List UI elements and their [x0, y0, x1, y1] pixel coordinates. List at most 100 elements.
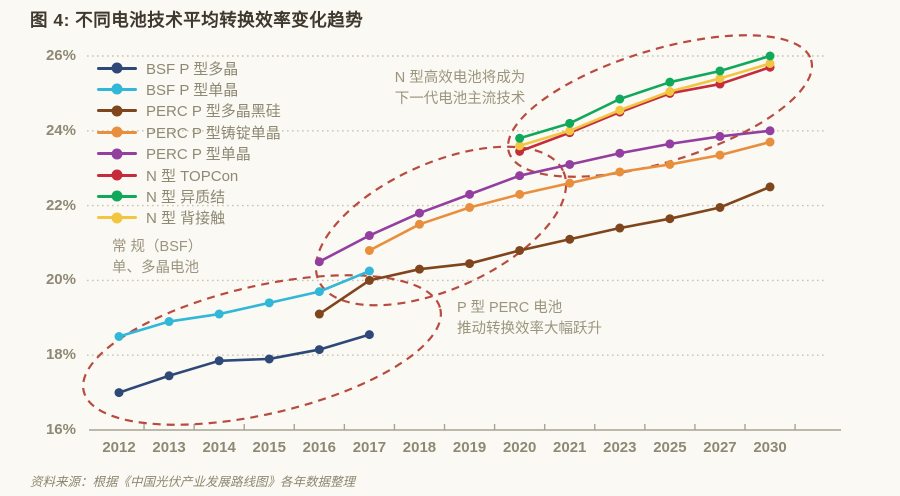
perc-note: P 型 PERC 电池推动转换效率大幅跃升 [457, 298, 602, 340]
series-line [518, 65, 772, 153]
legend-line-marker [97, 105, 137, 117]
highlight-ellipse-bsf [82, 274, 442, 426]
x-axis-year-label: 2018 [402, 439, 437, 456]
series-point [715, 202, 725, 212]
legend-item: N 型 背接触 [97, 208, 225, 228]
x-axis-year-label: 2013 [152, 439, 186, 456]
x-axis-year-label: 2020 [502, 439, 537, 456]
series-point [565, 126, 575, 136]
y-axis-tick-label: 16% [45, 421, 76, 438]
series-point [465, 202, 475, 212]
series-point [314, 287, 324, 297]
n-type-note-line: N 型高效电池将成为 [394, 70, 526, 86]
series-point [565, 159, 575, 169]
series-point [615, 105, 625, 115]
legend-dot-marker [111, 148, 123, 160]
series-line [117, 333, 371, 394]
series-point [765, 51, 775, 61]
series-point [164, 371, 174, 381]
series-point [364, 245, 374, 255]
y-axis-tick-label: 20% [45, 271, 76, 289]
series-point [765, 137, 775, 147]
series-point [164, 317, 174, 327]
legend-line-marker [97, 148, 137, 160]
legend-item: BSF P 型多晶 [97, 58, 238, 78]
series-point [414, 219, 424, 229]
x-axis-year-label: 2015 [252, 439, 286, 456]
series-point [465, 189, 475, 199]
legend-line-marker [97, 126, 137, 138]
series-point [414, 264, 424, 274]
x-axis-year-label: 2021 [553, 439, 587, 456]
y-axis-tick-label: 26% [45, 47, 76, 64]
series-point [214, 309, 224, 319]
series-point [715, 150, 725, 160]
series-point [364, 266, 374, 276]
legend-item: BSF P 型单晶 [97, 79, 238, 99]
legend-dot-marker [111, 169, 123, 181]
series-point [565, 118, 575, 128]
series-point [715, 73, 725, 83]
legend-item: N 型 异质结 [97, 186, 225, 206]
series-line [117, 269, 371, 338]
series-point [665, 77, 675, 87]
y-axis-tick-label: 24% [45, 121, 76, 139]
x-axis-year-label: 2025 [653, 439, 687, 456]
legend-label: PERC P 型多晶黑硅 [146, 103, 281, 121]
legend-label: PERC P 型单晶 [146, 146, 251, 164]
series-point [314, 309, 324, 319]
legend-label: N 型 TOPCon [146, 167, 239, 185]
legend-item: PERC P 型单晶 [97, 144, 251, 164]
legend-item: PERC P 型多晶黑硅 [97, 101, 281, 121]
legend-item: PERC P 型铸锭单晶 [97, 122, 281, 142]
bsf-note-line: 常 规（BSF） [112, 239, 203, 255]
series-point [264, 298, 274, 308]
figure-title: 图 4: 不同电池技术平均转换效率变化趋势 [30, 10, 364, 30]
x-axis-year-label: 2012 [102, 439, 136, 456]
series-point [765, 58, 775, 68]
n-type-note: N 型高效电池将成为 下一代电池主流技术 [395, 68, 526, 110]
series-point [665, 139, 675, 149]
series-point [665, 214, 675, 224]
legend-line-marker [97, 83, 137, 95]
series-point [765, 182, 775, 192]
series-point [665, 87, 675, 97]
legend-item: N 型 TOPCon [97, 165, 238, 185]
series-point [515, 133, 525, 143]
series-point [264, 354, 274, 364]
series-point [665, 159, 675, 169]
x-axis-year-label: 2014 [202, 439, 236, 456]
series-point [615, 94, 625, 104]
legend-dot-marker [111, 83, 123, 95]
series-point [715, 66, 725, 76]
legend-line-marker [97, 62, 137, 74]
series-point [615, 223, 625, 233]
series-point [465, 259, 475, 269]
series-line [518, 62, 772, 148]
x-axis-year-label: 2017 [352, 439, 387, 456]
legend-dot-marker [111, 62, 123, 74]
bsf-note: 常 规（BSF） 单、多晶电池 [112, 237, 202, 279]
bsf-note-line: 单、多晶电池 [112, 260, 199, 276]
y-axis-tick-label: 18% [45, 346, 76, 364]
highlight-ellipse-perc [314, 145, 568, 307]
perc-note-line: P 型 PERC 电池 [457, 300, 563, 316]
legend-label: PERC P 型铸锭单晶 [146, 124, 281, 142]
series-point [364, 330, 374, 340]
series-line [318, 129, 772, 264]
legend-label: BSF P 型多晶 [146, 60, 239, 78]
series-point [715, 131, 725, 141]
legend-label: BSF P 型单晶 [146, 81, 239, 99]
y-axis-tick-label: 22% [45, 196, 76, 214]
legend-label: N 型 背接触 [146, 210, 226, 228]
legend-dot-marker [111, 190, 123, 202]
legend-label: N 型 异质结 [146, 188, 226, 206]
legend-line-marker [97, 169, 137, 181]
series-point [515, 189, 525, 199]
legend-line-marker [97, 212, 137, 224]
legend-dot-marker [111, 212, 123, 224]
legend-line-marker [97, 190, 137, 202]
series-line [518, 54, 772, 140]
perc-note-line: 推动转换效率大幅跃升 [457, 321, 602, 337]
